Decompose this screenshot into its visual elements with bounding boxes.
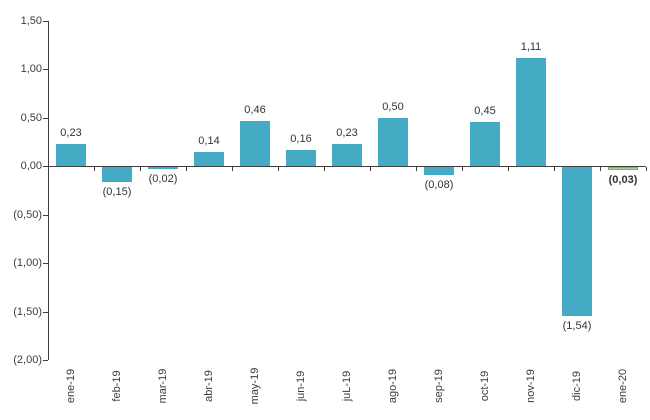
bar-juL-19 bbox=[332, 143, 362, 166]
bar-value-label: 0,23 bbox=[336, 126, 358, 139]
y-tick-mark bbox=[43, 69, 48, 70]
x-category-label: nov-19 bbox=[525, 369, 537, 403]
bar-dic-19 bbox=[562, 167, 592, 317]
bar-value-label: (0,03) bbox=[608, 173, 638, 186]
x-tick-mark bbox=[600, 167, 601, 171]
x-tick-mark bbox=[140, 167, 141, 171]
x-tick-mark bbox=[416, 167, 417, 171]
bar-value-label: (0,02) bbox=[148, 173, 178, 185]
bar-value-label: 0,23 bbox=[60, 126, 82, 139]
y-axis-line bbox=[48, 20, 49, 360]
x-category-label: abr-19 bbox=[203, 370, 215, 402]
y-tick-mark bbox=[43, 166, 48, 167]
bar-value-label: 0,45 bbox=[474, 105, 496, 118]
bar-feb-19 bbox=[102, 167, 132, 182]
x-tick-mark bbox=[646, 167, 647, 171]
x-category-label: feb-19 bbox=[111, 370, 123, 402]
x-tick-mark bbox=[186, 167, 187, 171]
y-tick-label: (1,00) bbox=[13, 257, 42, 269]
bar-value-label: (1,54) bbox=[562, 320, 592, 333]
x-category-label: ene-19 bbox=[65, 368, 77, 404]
x-category-label: dic-19 bbox=[571, 371, 583, 401]
bar-may-19 bbox=[240, 121, 270, 166]
x-category-label: mar-19 bbox=[157, 368, 169, 404]
x-tick-mark bbox=[278, 167, 279, 171]
y-tick-label: 0,00 bbox=[20, 160, 42, 172]
bar-value-label: 0,46 bbox=[244, 104, 266, 117]
y-tick-mark bbox=[43, 214, 48, 216]
y-tick-label: 1,00 bbox=[20, 63, 42, 75]
bar-ene-20 bbox=[608, 167, 638, 170]
x-tick-mark bbox=[462, 167, 463, 171]
bar-value-label: 0,50 bbox=[382, 100, 404, 113]
bar-jun-19 bbox=[286, 150, 316, 166]
y-tick-mark bbox=[43, 20, 48, 22]
x-category-label: juL-19 bbox=[341, 370, 353, 402]
y-tick-label: (0,50) bbox=[13, 208, 42, 221]
bar-value-label: 1,11 bbox=[520, 41, 542, 54]
x-category-label: jun-19 bbox=[295, 370, 307, 402]
y-tick-label: 1,50 bbox=[20, 14, 42, 27]
x-tick-mark bbox=[508, 167, 509, 171]
y-tick-mark bbox=[43, 311, 48, 313]
x-tick-mark bbox=[232, 167, 233, 171]
bar-value-label: (0,15) bbox=[102, 185, 132, 198]
x-category-label: oct-19 bbox=[479, 370, 491, 402]
bar-abr-19 bbox=[194, 152, 224, 166]
bar-oct-19 bbox=[470, 122, 500, 166]
x-tick-mark bbox=[48, 167, 49, 171]
x-axis-zero-line bbox=[48, 166, 646, 167]
y-tick-mark bbox=[43, 263, 48, 264]
y-tick-label: (2,00) bbox=[13, 354, 42, 366]
x-tick-mark bbox=[94, 167, 95, 171]
bar-value-label: 0,14 bbox=[198, 135, 220, 148]
y-tick-mark bbox=[43, 117, 48, 119]
bar-ene-19 bbox=[56, 143, 86, 166]
y-tick-label: (1,50) bbox=[13, 305, 42, 318]
x-tick-mark bbox=[370, 167, 371, 171]
bar-sep-19 bbox=[424, 167, 454, 175]
bar-mar-19 bbox=[148, 167, 178, 169]
x-category-label: ago-19 bbox=[387, 368, 399, 404]
y-tick-mark bbox=[43, 360, 48, 361]
bar-value-label: (0,08) bbox=[424, 178, 454, 191]
x-category-label: may-19 bbox=[249, 367, 261, 405]
bar-value-label: 0,16 bbox=[290, 133, 312, 146]
x-tick-mark bbox=[324, 167, 325, 171]
bar-nov-19 bbox=[516, 58, 546, 166]
bar-ago-19 bbox=[378, 117, 408, 166]
x-tick-mark bbox=[554, 167, 555, 171]
x-category-label: ene-20 bbox=[617, 368, 629, 404]
x-category-label: sep-19 bbox=[433, 369, 445, 403]
y-tick-label: 0,50 bbox=[20, 111, 42, 124]
